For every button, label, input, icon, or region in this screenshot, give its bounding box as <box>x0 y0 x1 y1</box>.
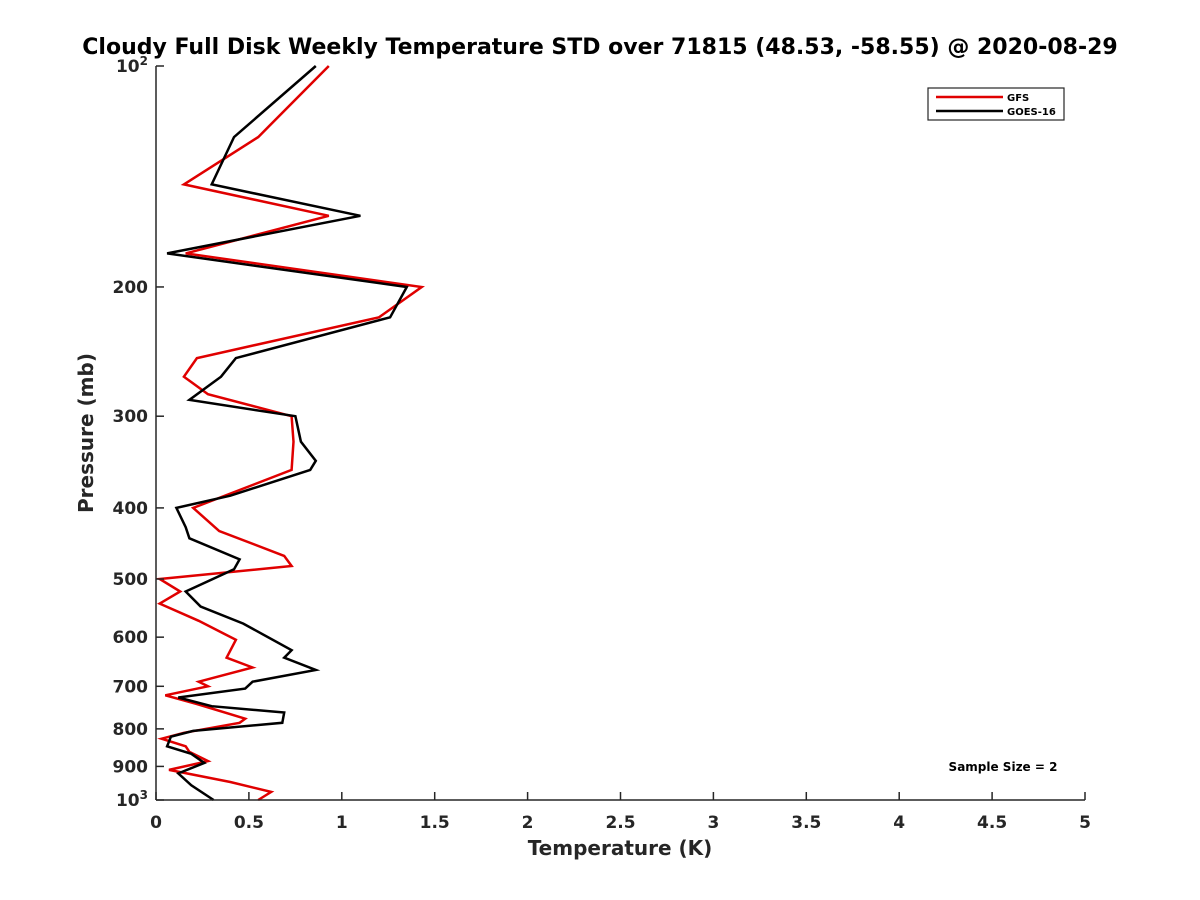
sample-size-note: Sample Size = 2 <box>949 760 1058 774</box>
y-tick-label: 300 <box>113 407 149 427</box>
legend-label-goes16: GOES-16 <box>1007 107 1056 118</box>
x-tick-label: 1.5 <box>420 813 450 833</box>
series-line-0 <box>155 65 425 802</box>
x-axis-label: Temperature (K) <box>528 836 713 860</box>
x-tick-label: 0.5 <box>234 813 264 833</box>
y-tick-label: 103 <box>116 788 148 811</box>
x-tick-label: 3 <box>707 813 719 833</box>
y-ticks: 102 200 300 400 500 600 700 800 900 103 <box>113 54 164 811</box>
series-line-1 <box>165 65 409 802</box>
y-tick-label: 800 <box>113 720 149 740</box>
plot-lines <box>155 65 425 802</box>
legend-box <box>927 87 1065 121</box>
x-tick-label: 5 <box>1079 813 1091 833</box>
legend: GFS GOES-16 <box>927 87 1065 121</box>
x-tick-label: 0 <box>150 813 162 833</box>
axes <box>155 66 1085 801</box>
x-ticks: 0 0.5 1 1.5 2 2.5 3 3.5 4 4.5 5 <box>150 792 1091 833</box>
chart-title: Cloudy Full Disk Weekly Temperature STD … <box>82 35 1117 60</box>
x-tick-label: 3.5 <box>791 813 821 833</box>
x-tick-label: 4 <box>893 813 905 833</box>
y-tick-label: 900 <box>113 757 149 777</box>
y-tick-label: 600 <box>113 628 149 648</box>
legend-label-gfs: GFS <box>1007 93 1029 104</box>
x-tick-label: 2 <box>522 813 534 833</box>
x-tick-label: 4.5 <box>977 813 1007 833</box>
y-tick-label: 700 <box>113 677 149 697</box>
y-axis-label: Pressure (mb) <box>74 353 98 513</box>
y-tick-label: 102 <box>116 54 148 77</box>
x-tick-label: 2.5 <box>605 813 635 833</box>
y-tick-label: 400 <box>113 499 149 519</box>
y-tick-label: 200 <box>113 278 149 298</box>
y-tick-label: 500 <box>113 570 149 590</box>
x-tick-label: 1 <box>336 813 348 833</box>
